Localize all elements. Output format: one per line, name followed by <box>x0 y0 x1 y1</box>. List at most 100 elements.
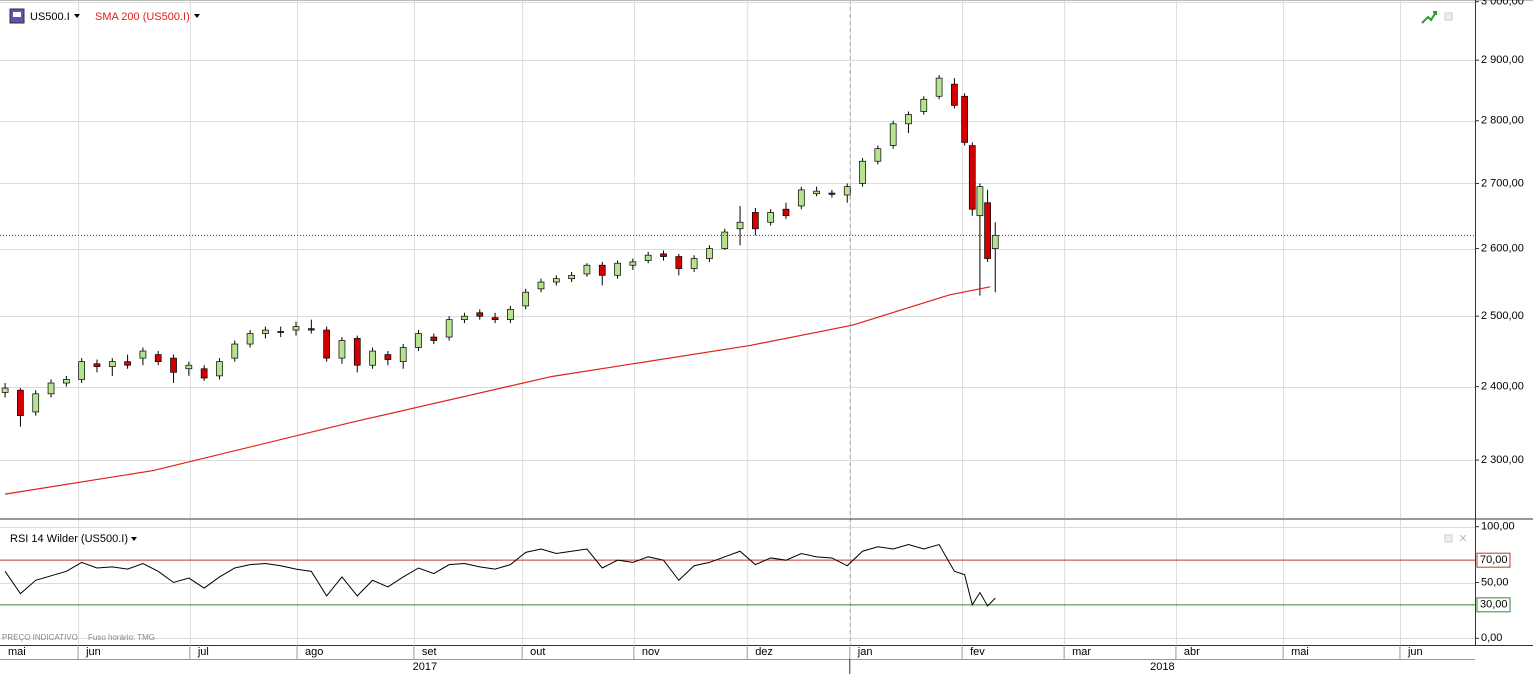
x-tick-label: jun <box>85 646 101 658</box>
sma-legend[interactable]: SMA 200 (US500.I) <box>95 11 190 23</box>
candle-body <box>399 347 407 363</box>
candle-body <box>369 350 376 366</box>
y-tick-label: 2 700,00 <box>1481 177 1524 189</box>
candle-body <box>170 357 177 373</box>
candle-body <box>491 317 499 321</box>
candle-body <box>968 145 976 210</box>
candle-body <box>690 258 698 269</box>
candle-body <box>583 264 591 275</box>
marks-layer <box>0 75 1475 607</box>
panel-button[interactable] <box>1444 534 1453 543</box>
symbol-icon-detail <box>13 12 21 17</box>
y-tick-label: 2 300,00 <box>1481 454 1524 466</box>
candle-body <box>874 148 882 162</box>
dropdown-arrow[interactable] <box>131 537 137 541</box>
candle-body <box>951 83 958 106</box>
candle-body <box>828 192 836 195</box>
candle-body <box>384 354 392 360</box>
dropdown-arrow[interactable] <box>74 14 80 18</box>
x-tick-label: dez <box>755 646 773 658</box>
candle-body <box>721 231 729 249</box>
dropdown-arrow[interactable] <box>194 14 200 18</box>
candle-body <box>47 382 55 395</box>
candle-body <box>736 221 744 230</box>
x-tick-label: abr <box>1184 646 1200 658</box>
y-tick-label: 3 000,00 <box>1481 0 1524 8</box>
series-legend[interactable]: US500.I <box>30 11 70 23</box>
candle-body <box>813 190 820 195</box>
candle-body <box>1 387 9 393</box>
candle-body <box>292 326 300 331</box>
candle-body <box>32 393 40 413</box>
candle-body <box>231 343 239 359</box>
candle-body <box>62 379 70 384</box>
candle-body <box>905 114 912 125</box>
candle-body <box>461 315 468 321</box>
candle-body <box>782 208 790 217</box>
candle-body <box>430 336 438 341</box>
candle-body <box>415 333 422 348</box>
candle-body <box>752 212 759 230</box>
year-label: 2018 <box>1150 661 1174 673</box>
candle-body <box>843 186 851 196</box>
level-label-box <box>1476 552 1511 568</box>
rsi-line <box>4 543 996 607</box>
level-label: 30,00 <box>1480 599 1508 611</box>
candle-body <box>154 354 162 363</box>
x-tick-label: mai <box>1291 646 1309 658</box>
x-tick-label: nov <box>642 646 660 658</box>
candle-body <box>991 234 999 249</box>
candle-body <box>675 256 683 269</box>
x-tick-label: fev <box>970 646 985 658</box>
level-label: 70,00 <box>1480 554 1508 566</box>
candle-body <box>17 389 24 416</box>
candle-body <box>767 212 775 223</box>
x-tick-label: jul <box>197 646 209 658</box>
y-tick-label: 2 400,00 <box>1481 381 1524 393</box>
x-tick-label: mai <box>8 646 26 658</box>
close-button[interactable] <box>1459 534 1467 542</box>
candle-body <box>277 331 285 333</box>
rsi-legend[interactable]: RSI 14 Wilder (US500.I) <box>10 533 128 545</box>
candle-body <box>200 368 208 379</box>
x-tick-label: jan <box>857 646 873 658</box>
y-tick-label: 0,00 <box>1481 632 1502 644</box>
year-label: 2017 <box>413 661 437 673</box>
timezone-note: Fuso horário: TMG <box>88 633 155 642</box>
candle-body <box>139 350 147 359</box>
candle-body <box>629 261 637 266</box>
candle-body <box>476 312 484 317</box>
candle-body <box>507 308 514 321</box>
candle-body <box>889 123 897 146</box>
footnote: PREÇO INDICATIVO <box>2 633 78 642</box>
candle-body <box>323 329 330 359</box>
y-tick-label: 2 800,00 <box>1481 115 1524 127</box>
candle-body <box>246 333 254 345</box>
trend-icon[interactable] <box>1421 11 1437 24</box>
x-tick-label: set <box>422 646 437 658</box>
panel-button[interactable] <box>1444 12 1453 21</box>
candle-body <box>108 361 116 367</box>
sma-line <box>5 286 991 495</box>
candle-body <box>660 253 667 257</box>
candle-body <box>961 95 968 143</box>
candle-body <box>124 361 131 366</box>
y-tick-label: 2 900,00 <box>1481 54 1524 66</box>
candle-body <box>78 361 86 380</box>
candle-body <box>935 77 943 97</box>
candle-body <box>552 278 560 283</box>
candle-body <box>797 189 805 207</box>
candle-body <box>537 281 545 290</box>
candle-body <box>353 338 361 366</box>
candle-body <box>614 262 621 276</box>
candle-body <box>859 160 866 184</box>
y-tick-label: 50,00 <box>1481 576 1509 588</box>
y-tick-label: 2 500,00 <box>1481 310 1524 322</box>
x-tick-label: mar <box>1072 646 1091 658</box>
candle-body <box>976 186 984 217</box>
grid-layer <box>0 0 1475 645</box>
x-tick-label: jun <box>1407 646 1423 658</box>
